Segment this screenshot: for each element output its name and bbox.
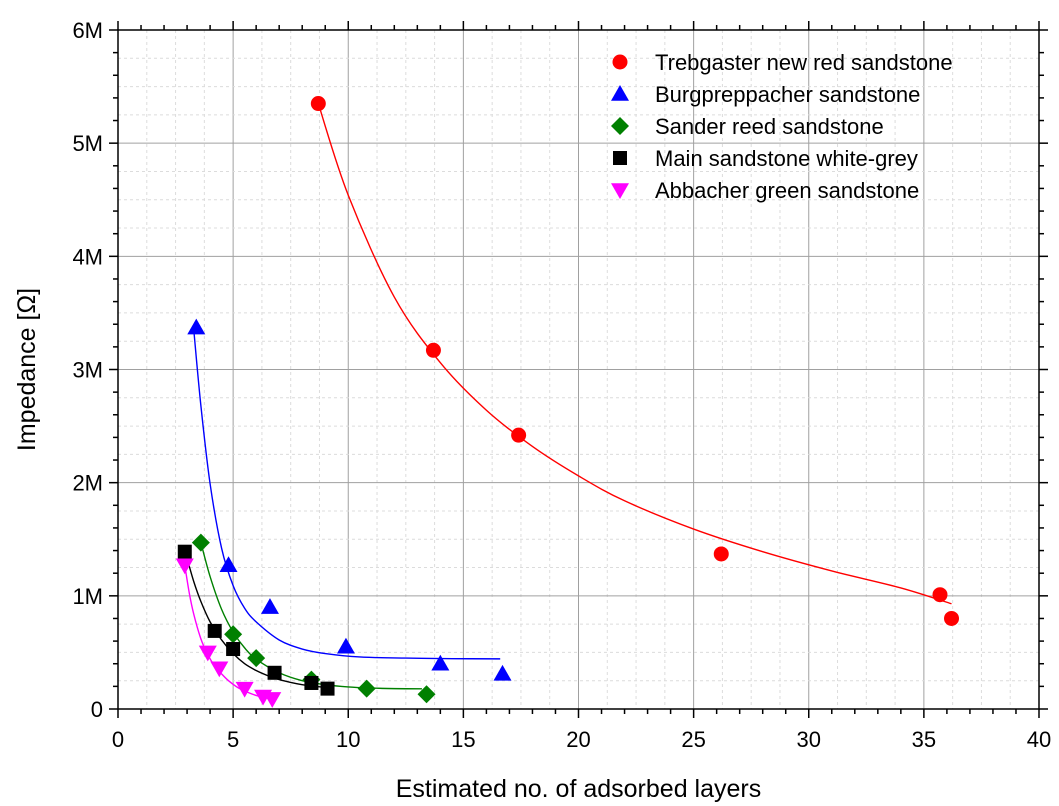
legend: Trebgaster new red sandstone Burgpreppach… xyxy=(611,50,953,203)
legend-label: Burgpreppacher sandstone xyxy=(655,82,920,107)
y-axis-label: Impedance [Ω] xyxy=(13,288,41,451)
data-point xyxy=(191,533,210,552)
legend-marker xyxy=(611,85,629,101)
legend-label: Sander reed sandstone xyxy=(655,114,884,139)
data-point xyxy=(417,685,436,704)
data-point xyxy=(175,558,194,575)
legend-marker xyxy=(613,151,627,165)
data-point xyxy=(247,649,266,668)
y-tick-label: 1M xyxy=(72,584,103,609)
data-point xyxy=(177,544,192,559)
y-tick-label: 3M xyxy=(72,358,103,383)
data-point xyxy=(263,692,282,708)
axis-ticks xyxy=(109,21,1048,718)
x-tick-label: 20 xyxy=(566,727,590,752)
legend-marker xyxy=(611,183,629,199)
data-point xyxy=(425,342,441,358)
data-point xyxy=(493,664,512,681)
data-point xyxy=(944,610,960,626)
data-point xyxy=(357,679,376,698)
data-point xyxy=(210,661,229,678)
fit-curve xyxy=(184,565,275,701)
y-tick-label: 0 xyxy=(91,697,103,722)
data-markers xyxy=(175,96,960,708)
y-tick-label: 2M xyxy=(72,471,103,496)
x-tick-label: 5 xyxy=(227,727,239,752)
data-point xyxy=(260,598,279,614)
tick-labels: 0 5 10 15 20 25 30 35 40 0 1M 2M 3M 4M 5M 6M xyxy=(72,18,1051,752)
data-point xyxy=(207,623,222,638)
data-point xyxy=(304,675,319,690)
legend-label: Main sandstone white-grey xyxy=(655,146,918,171)
data-point xyxy=(219,556,238,573)
y-tick-label: 4M xyxy=(72,244,103,269)
data-point xyxy=(320,681,335,696)
x-tick-label: 30 xyxy=(797,727,821,752)
y-tick-label: 6M xyxy=(72,18,103,43)
legend-label: Abbacher green sandstone xyxy=(655,178,919,203)
x-tick-label: 35 xyxy=(912,727,936,752)
fit-curve xyxy=(186,558,328,689)
data-point xyxy=(267,665,282,680)
x-tick-label: 10 xyxy=(336,727,360,752)
legend-label: Trebgaster new red sandstone xyxy=(655,50,953,75)
data-point xyxy=(511,427,527,443)
data-point xyxy=(226,642,241,657)
data-point xyxy=(932,587,948,603)
x-tick-label: 25 xyxy=(681,727,705,752)
fit-curve xyxy=(317,103,952,605)
fit-curve xyxy=(200,542,422,690)
data-point xyxy=(235,681,254,698)
legend-marker xyxy=(612,54,628,70)
data-point xyxy=(336,637,355,654)
x-tick-label: 40 xyxy=(1027,727,1051,752)
fit-curve xyxy=(193,332,501,660)
x-tick-label: 0 xyxy=(112,727,124,752)
data-point xyxy=(187,318,206,335)
data-point xyxy=(310,96,326,112)
grid xyxy=(117,29,1040,710)
x-axis-label: Estimated no. of adsorbed layers xyxy=(396,775,761,803)
x-tick-label: 15 xyxy=(451,727,475,752)
y-tick-label: 5M xyxy=(72,131,103,156)
data-point xyxy=(198,645,217,662)
data-point xyxy=(224,625,243,644)
data-point xyxy=(431,654,450,671)
legend-marker xyxy=(611,117,629,135)
data-point xyxy=(713,546,729,562)
